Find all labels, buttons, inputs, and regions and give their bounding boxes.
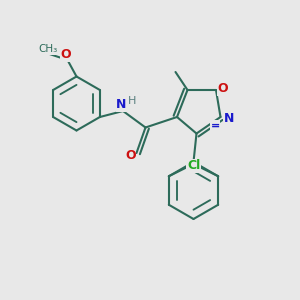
Text: O: O xyxy=(125,149,136,163)
Text: Cl: Cl xyxy=(187,159,200,172)
Text: N: N xyxy=(224,112,234,125)
Text: O: O xyxy=(217,82,228,95)
Text: N: N xyxy=(116,98,127,111)
Text: H: H xyxy=(128,95,136,106)
Text: CH₃: CH₃ xyxy=(38,44,58,55)
Text: O: O xyxy=(61,48,71,61)
Text: Cl: Cl xyxy=(187,159,200,172)
Text: =: = xyxy=(211,120,220,130)
